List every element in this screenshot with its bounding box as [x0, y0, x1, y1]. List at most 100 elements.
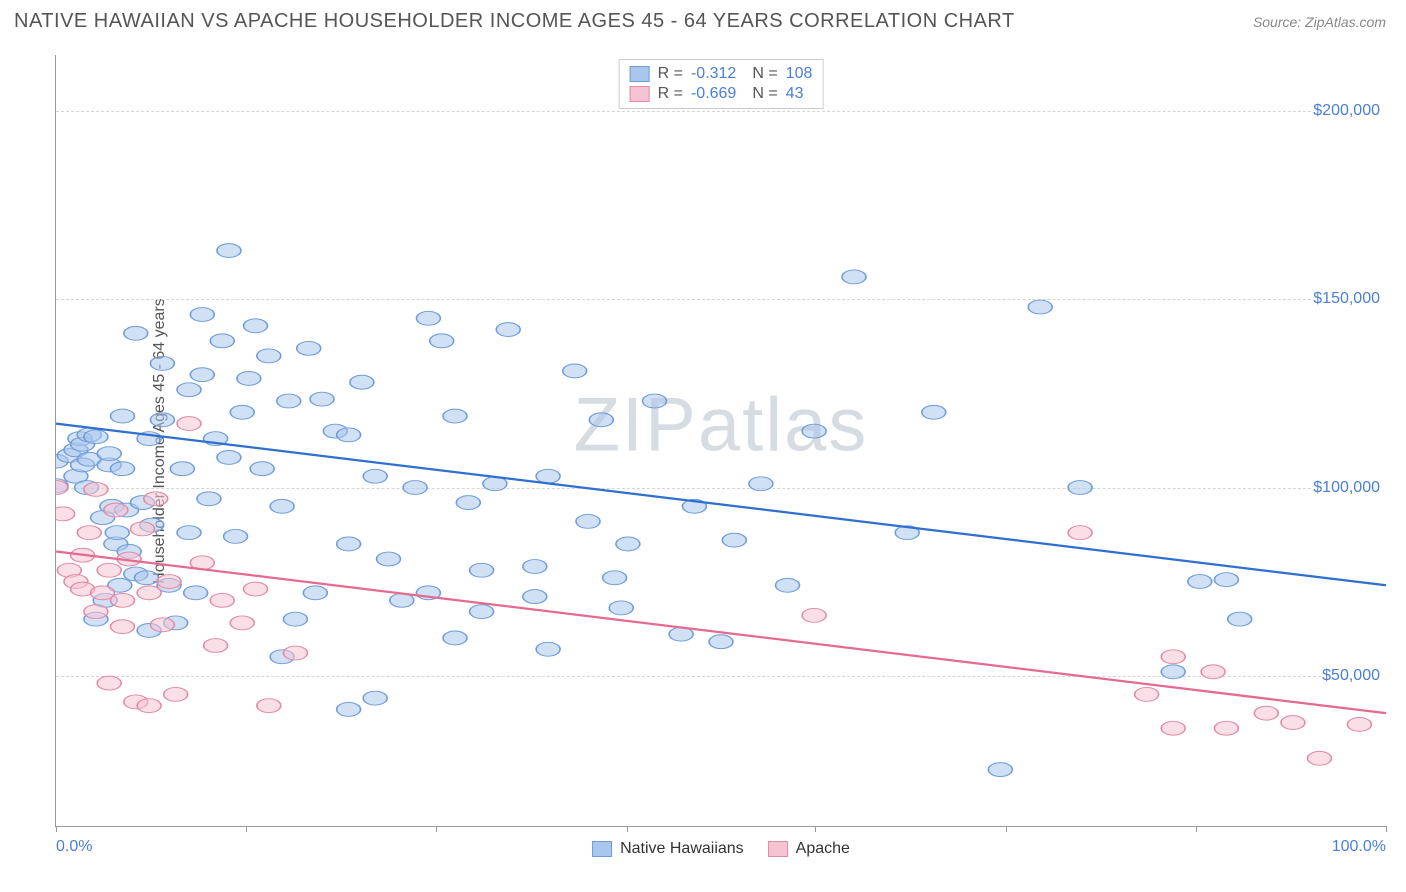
scatter-point	[257, 349, 281, 363]
scatter-point	[1068, 481, 1092, 495]
scatter-point	[56, 507, 75, 521]
scatter-point	[1254, 706, 1278, 720]
swatch-hawaiians	[630, 66, 650, 82]
plot-region: ZIPatlas R = -0.312 N = 108 R = -0.669 N…	[55, 55, 1386, 827]
scatter-point	[536, 642, 560, 656]
scatter-point	[1308, 751, 1332, 765]
legend-label-hawaiians: Native Hawaiians	[620, 840, 744, 858]
scatter-point	[184, 586, 208, 600]
scatter-point	[257, 699, 281, 713]
scatter-point	[111, 462, 135, 476]
scatter-point	[230, 405, 254, 419]
scatter-point	[111, 620, 135, 634]
scatter-point	[496, 323, 520, 337]
scatter-point	[1214, 721, 1238, 735]
scatter-point	[283, 646, 307, 660]
scatter-point	[124, 326, 148, 340]
scatter-point	[377, 552, 401, 566]
scatter-point	[97, 447, 121, 461]
r-value-apache: -0.669	[691, 85, 736, 103]
scatter-point	[403, 481, 427, 495]
chart-title: NATIVE HAWAIIAN VS APACHE HOUSEHOLDER IN…	[14, 10, 1015, 33]
scatter-point	[210, 334, 234, 348]
x-tick	[246, 826, 247, 832]
scatter-point	[277, 394, 301, 408]
scatter-point	[536, 469, 560, 483]
scatter-point	[170, 462, 194, 476]
scatter-point	[1161, 721, 1185, 735]
scatter-point	[802, 608, 826, 622]
scatter-point	[337, 702, 361, 716]
scatter-point	[177, 526, 201, 540]
x-tick-right: 100.0%	[1332, 838, 1386, 856]
scatter-point	[190, 308, 214, 322]
scatter-point	[1281, 716, 1305, 730]
scatter-point	[609, 601, 633, 615]
chart-source: Source: ZipAtlas.com	[1253, 14, 1386, 30]
scatter-point	[303, 586, 327, 600]
scatter-point	[164, 687, 188, 701]
scatter-svg	[56, 55, 1386, 826]
scatter-point	[1135, 687, 1159, 701]
legend-row-hawaiians: R = -0.312 N = 108	[630, 64, 813, 84]
legend-item-apache: Apache	[768, 840, 850, 858]
scatter-point	[84, 430, 108, 444]
scatter-point	[470, 563, 494, 577]
scatter-point	[1228, 612, 1252, 626]
scatter-point	[363, 469, 387, 483]
scatter-point	[250, 462, 274, 476]
scatter-point	[104, 503, 128, 517]
scatter-point	[97, 563, 121, 577]
swatch-apache-bottom	[768, 841, 788, 857]
scatter-point	[150, 618, 174, 632]
scatter-point	[842, 270, 866, 284]
scatter-point	[337, 537, 361, 551]
scatter-point	[922, 405, 946, 419]
scatter-point	[616, 537, 640, 551]
scatter-point	[237, 372, 261, 386]
chart-area: Householder Income Ages 45 - 64 years ZI…	[55, 55, 1386, 827]
x-tick	[627, 826, 628, 832]
scatter-point	[217, 244, 241, 258]
scatter-point	[111, 593, 135, 607]
scatter-point	[150, 413, 174, 427]
scatter-point	[84, 605, 108, 619]
scatter-point	[157, 575, 181, 589]
scatter-point	[150, 356, 174, 370]
scatter-point	[177, 383, 201, 397]
scatter-point	[111, 409, 135, 423]
scatter-point	[722, 533, 746, 547]
scatter-point	[137, 699, 161, 713]
scatter-point	[190, 368, 214, 382]
scatter-point	[144, 492, 168, 506]
scatter-point	[589, 413, 613, 427]
scatter-point	[603, 571, 627, 585]
scatter-point	[134, 571, 158, 585]
x-tick	[1386, 826, 1387, 832]
scatter-point	[210, 593, 234, 607]
scatter-point	[643, 394, 667, 408]
scatter-point	[470, 605, 494, 619]
scatter-point	[802, 424, 826, 438]
scatter-point	[416, 311, 440, 325]
regression-line	[56, 551, 1386, 713]
scatter-point	[283, 612, 307, 626]
scatter-point	[1188, 575, 1212, 589]
swatch-hawaiians-bottom	[592, 841, 612, 857]
scatter-point	[84, 482, 108, 496]
scatter-point	[988, 763, 1012, 777]
x-tick	[56, 826, 57, 832]
legend-row-apache: R = -0.669 N = 43	[630, 84, 813, 104]
scatter-point	[130, 522, 154, 536]
n-value-hawaiians: 108	[786, 65, 813, 83]
scatter-point	[217, 450, 241, 464]
regression-line	[56, 424, 1386, 586]
x-tick	[1196, 826, 1197, 832]
scatter-point	[1347, 718, 1371, 732]
scatter-point	[1161, 650, 1185, 664]
scatter-point	[1161, 665, 1185, 679]
scatter-point	[197, 492, 221, 506]
scatter-point	[456, 496, 480, 510]
n-value-apache: 43	[786, 85, 804, 103]
legend-label-apache: Apache	[796, 840, 850, 858]
